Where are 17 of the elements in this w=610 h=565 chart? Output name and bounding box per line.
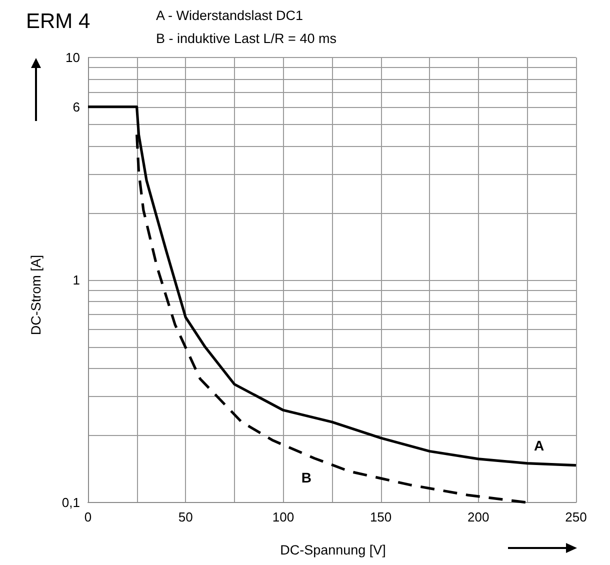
x-tick-label: 250 xyxy=(565,510,587,524)
x-tick-label: 100 xyxy=(272,510,294,524)
x-tick-label: 0 xyxy=(84,510,92,524)
x-axis-title: DC-Spannung [V] xyxy=(280,542,386,558)
y-tick-label: 10 xyxy=(66,50,80,65)
text: B - induktive Last L/R = 40 ms xyxy=(156,30,336,48)
series-label: B xyxy=(301,469,312,486)
y-tick-label: 1 xyxy=(72,272,80,288)
text: A - Widerstandslast DC1 xyxy=(156,7,304,25)
x-tick-label: 200 xyxy=(468,510,490,524)
chart-title: ERM 4 xyxy=(26,10,90,34)
y-axis-title: DC-Strom [A] xyxy=(28,254,44,336)
x-tick-label: 150 xyxy=(370,510,392,524)
y-tick-label: 0,1 xyxy=(62,495,80,510)
x-tick-label: 50 xyxy=(178,510,193,524)
series-label: A xyxy=(534,437,544,454)
y-tick-label: 6 xyxy=(72,99,80,114)
